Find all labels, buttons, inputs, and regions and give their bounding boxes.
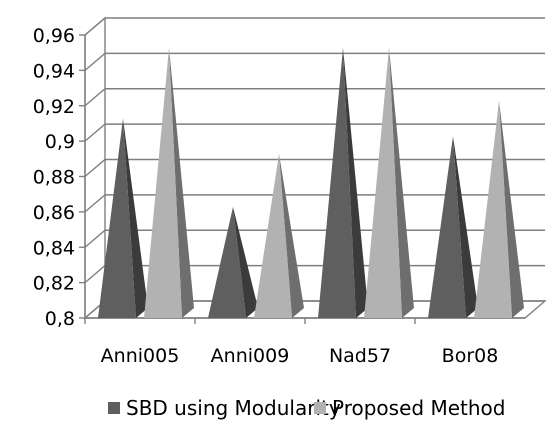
pyramid-side-face [389, 47, 414, 318]
pyramid-front-face [318, 47, 356, 318]
pyramid-front-face [98, 118, 136, 318]
y-tick-label: 0,94 [33, 60, 75, 82]
pyramid-front-face [364, 47, 402, 318]
pyramid-bar [474, 100, 524, 318]
y-tick-label: 0,92 [33, 96, 75, 118]
pyramid-side-face [279, 153, 304, 318]
pyramid-side-face [169, 47, 194, 318]
pyramid-bar [98, 118, 148, 318]
pyramid-side-face [453, 136, 478, 318]
pyramid-side-face [123, 118, 148, 318]
y-tick-label: 0,84 [33, 237, 75, 259]
legend-item: Proposed Method [314, 396, 505, 420]
bars [98, 47, 524, 318]
pyramid-front-face [144, 47, 182, 318]
x-category-label: Anni009 [211, 345, 290, 367]
pyramid-side-face [233, 206, 258, 318]
gridline [84, 123, 545, 142]
legend-label: Proposed Method [332, 396, 505, 420]
y-tick-label: 0,88 [33, 167, 75, 189]
pyramid-side-face [343, 47, 368, 318]
pyramid-bar [208, 206, 258, 318]
x-category-label: Bor08 [442, 345, 499, 367]
y-tick-label: 0,86 [33, 202, 75, 224]
gridline [84, 88, 545, 107]
y-tick-label: 0,96 [33, 25, 75, 47]
legend-swatch [314, 402, 326, 414]
pyramid-front-face [208, 206, 246, 318]
pyramid-front-face [474, 100, 512, 318]
pyramid-bar [318, 47, 368, 318]
legend-label: SBD using Modularity [126, 396, 341, 420]
pyramid-front-face [254, 153, 292, 318]
labels: 0,8 0,82 0,84 0,86 0,88 0,9 0,92 0,94 0,96 Anni00… [33, 25, 499, 367]
y-tick-label: 0,82 [33, 273, 75, 295]
pyramid-bar [254, 153, 304, 318]
y-tick-label: 0,8 [45, 308, 75, 330]
gridline [84, 17, 545, 36]
pyramid-bar [144, 47, 194, 318]
x-category-label: Nad57 [329, 345, 391, 367]
pyramid-side-face [499, 100, 524, 318]
y-tick-label: 0,9 [45, 131, 75, 153]
legend-item: SBD using Modularity [108, 396, 341, 420]
gridline [84, 52, 545, 71]
pyramid-bar [364, 47, 414, 318]
pyramid-front-face [428, 136, 466, 318]
pyramid-bar [428, 136, 478, 318]
x-category-label: Anni005 [101, 345, 180, 367]
legend-swatch [108, 402, 120, 414]
